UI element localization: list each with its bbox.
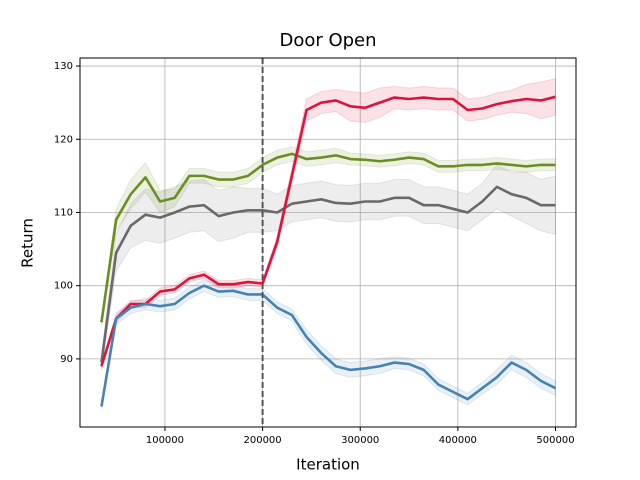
line <box>100 284 557 407</box>
line <box>100 185 556 363</box>
chart-title: Door Open <box>279 30 376 51</box>
plot-frame <box>79 57 577 428</box>
band <box>100 279 556 409</box>
line <box>100 95 556 367</box>
x-tick-label: 300000 <box>341 435 379 446</box>
band <box>100 164 556 370</box>
y-tick-label: 90 <box>60 354 73 365</box>
x-tick-label: 500000 <box>536 435 574 446</box>
x-axis-label: Iteration <box>296 456 360 474</box>
band <box>100 77 556 369</box>
x-tick-label: 100000 <box>146 435 184 446</box>
y-tick-label: 130 <box>54 61 73 72</box>
x-tick-label: 200000 <box>243 435 281 446</box>
y-tick-label: 120 <box>54 134 73 145</box>
x-tick-label: 400000 <box>439 435 477 446</box>
line <box>100 152 556 323</box>
y-tick-label: 110 <box>54 207 73 218</box>
y-axis-label: Return <box>19 218 37 268</box>
y-tick-label: 100 <box>54 281 73 292</box>
